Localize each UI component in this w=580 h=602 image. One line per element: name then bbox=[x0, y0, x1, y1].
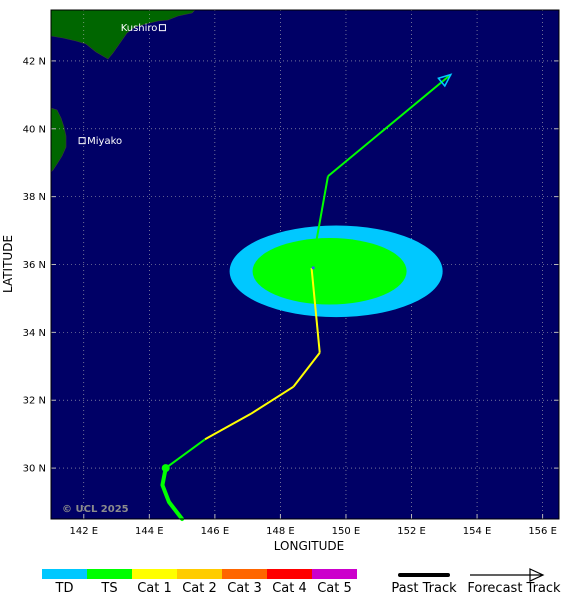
past-track-legend: Past Track bbox=[391, 573, 457, 596]
lon-tick-label: 154 E bbox=[463, 526, 492, 537]
lon-tick-label: 156 E bbox=[528, 526, 557, 537]
wind-radii bbox=[229, 225, 443, 318]
place-label: Kushiro bbox=[121, 23, 158, 34]
forecast-track-segment bbox=[204, 412, 252, 441]
forecast-track-segment bbox=[165, 438, 206, 469]
forecast-track-legend: Forecast Track bbox=[467, 568, 561, 596]
category-legend: TD TS Cat 1 Cat 2 Cat 3 Cat 4 Cat 5 bbox=[42, 569, 357, 596]
legend-label: Cat 5 bbox=[317, 581, 352, 596]
plot-border bbox=[50, 9, 560, 520]
lat-tick-label: 30 N bbox=[23, 464, 46, 475]
legend-label: Cat 1 bbox=[137, 581, 172, 596]
forecast-track-segment bbox=[310, 176, 329, 269]
legend-swatch-cat-3 bbox=[222, 569, 267, 579]
legend-label: TD bbox=[55, 581, 74, 596]
forecast-track-label: Forecast Track bbox=[467, 581, 561, 596]
forecast-track-segment bbox=[327, 73, 452, 178]
y-axis-title: LATITUDE bbox=[1, 235, 15, 293]
legend-swatch-cat-1 bbox=[132, 569, 177, 579]
lon-tick-label: 148 E bbox=[266, 526, 295, 537]
lat-tick-label: 32 N bbox=[23, 396, 46, 407]
lon-tick-label: 142 E bbox=[69, 526, 98, 537]
lon-tick-label: 146 E bbox=[201, 526, 230, 537]
longitude-tick-labels: 142 E 144 E 146 E 148 E 150 E 152 E 154 E 156 E bbox=[69, 526, 556, 537]
wind-radius-ts bbox=[252, 238, 407, 305]
past-track-line bbox=[160, 466, 185, 521]
legend-label: Cat 4 bbox=[272, 581, 307, 596]
current-position-marker bbox=[161, 464, 170, 473]
place-marker bbox=[78, 137, 86, 145]
forecast-track-segment bbox=[292, 352, 321, 388]
lat-tick-label: 42 N bbox=[23, 56, 46, 67]
past-track-label: Past Track bbox=[391, 581, 457, 596]
legend-label: Cat 3 bbox=[227, 581, 262, 596]
latitude-tick-labels: 30 N 32 N 34 N 36 N 38 N 40 N 42 N bbox=[23, 56, 46, 474]
legend-swatch-cat-2 bbox=[177, 569, 222, 579]
place-markers: Kushiro Miyako bbox=[78, 23, 166, 147]
copyright-text: © UCL 2025 bbox=[62, 504, 129, 515]
graticule bbox=[51, 10, 559, 519]
lat-tick-label: 34 N bbox=[23, 328, 46, 339]
legend-swatch-cat-4 bbox=[267, 569, 312, 579]
lat-tick-label: 36 N bbox=[23, 260, 46, 271]
forecast-track-segment bbox=[310, 267, 321, 353]
forecast-track-arrowhead bbox=[529, 568, 545, 582]
legend-swatch-cat-5 bbox=[312, 569, 357, 579]
lon-tick-label: 144 E bbox=[135, 526, 164, 537]
storm-center-marker bbox=[311, 266, 315, 270]
lon-tick-label: 152 E bbox=[397, 526, 426, 537]
lat-tick-label: 40 N bbox=[23, 124, 46, 135]
forecast-arrowhead bbox=[437, 73, 453, 88]
x-axis-title: LONGITUDE bbox=[274, 539, 344, 553]
legend-label: TS bbox=[100, 581, 117, 596]
place-marker bbox=[158, 24, 166, 32]
legend-label: Cat 2 bbox=[182, 581, 217, 596]
storm-tracks bbox=[160, 73, 453, 521]
place-label: Miyako bbox=[87, 136, 122, 147]
land-hokkaido bbox=[51, 10, 196, 60]
lon-tick-label: 150 E bbox=[332, 526, 361, 537]
lat-tick-label: 38 N bbox=[23, 192, 46, 203]
forecast-track-segment bbox=[250, 385, 295, 415]
land-honshu bbox=[51, 107, 67, 173]
legend-swatch-ts bbox=[87, 569, 132, 579]
legend-swatch-td bbox=[42, 569, 87, 579]
